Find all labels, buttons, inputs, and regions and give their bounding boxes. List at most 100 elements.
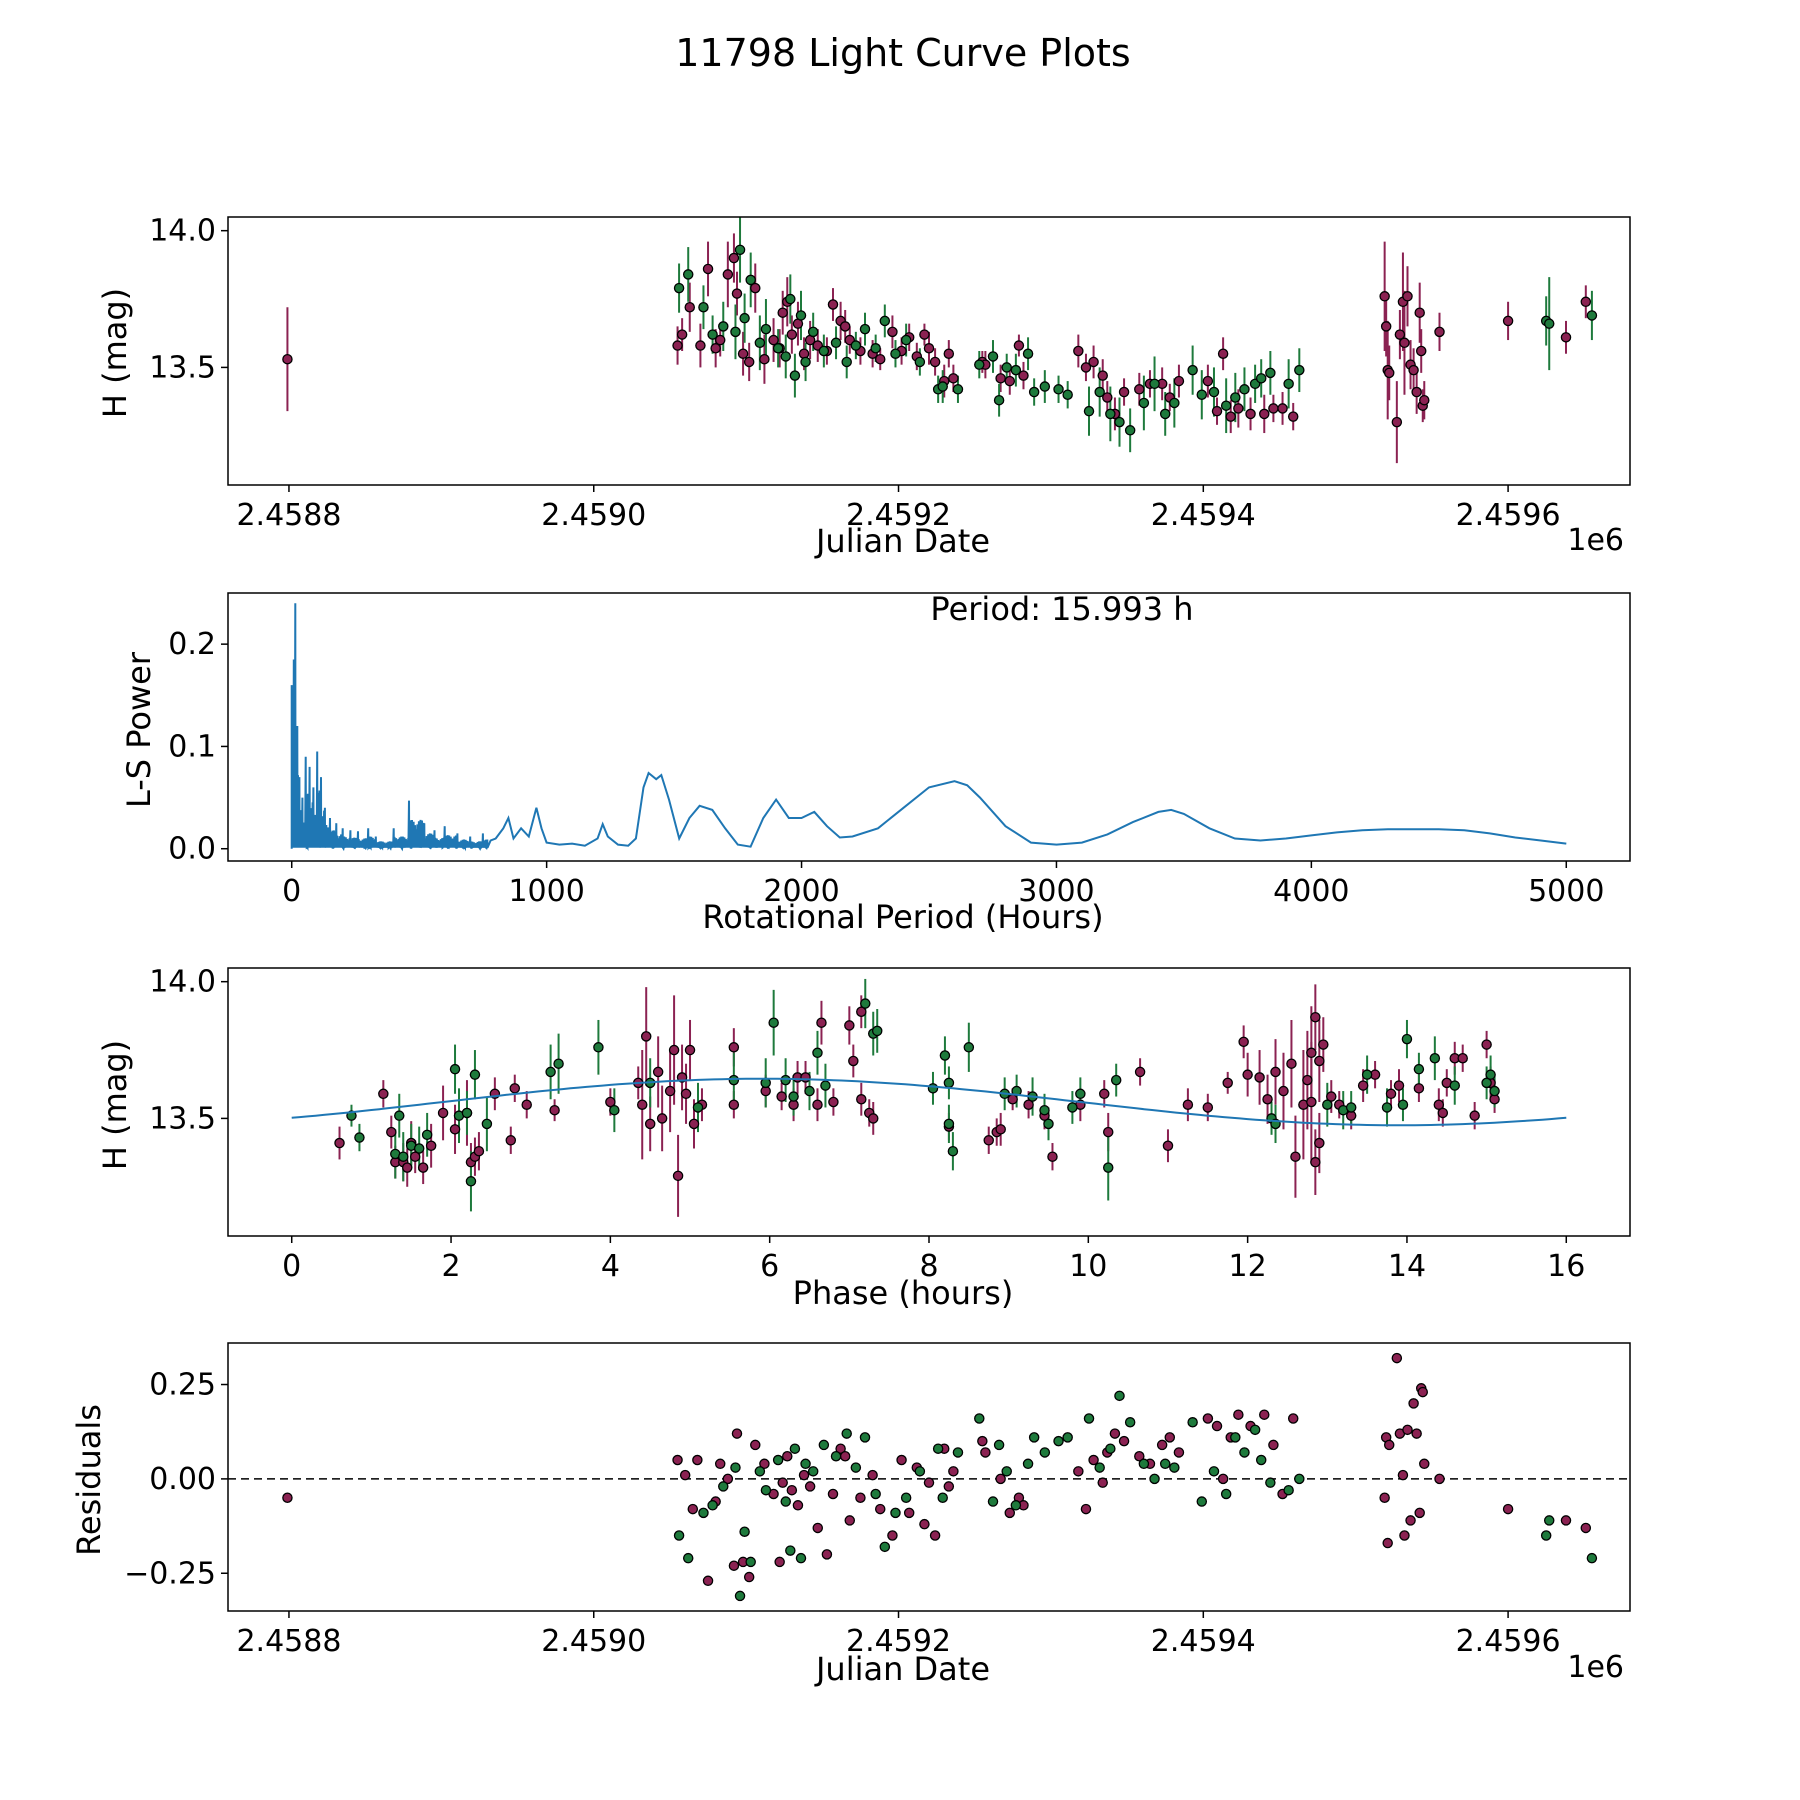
phased-point-magenta xyxy=(656,1113,668,1124)
residuals-point-magenta xyxy=(980,1447,991,1458)
phased-point-green xyxy=(939,1050,951,1061)
phased-point-magenta xyxy=(640,1031,652,1042)
residuals-point-magenta xyxy=(786,1484,798,1496)
residuals-point-magenta xyxy=(792,1500,804,1511)
residuals-point-green xyxy=(789,1443,801,1454)
residuals-point-green xyxy=(1239,1447,1250,1458)
residuals-xtick-label: 2.4592 xyxy=(846,1624,951,1659)
residuals-point-green xyxy=(818,1439,830,1451)
lightcurve-point-magenta xyxy=(1018,370,1029,381)
residuals-point-magenta xyxy=(1156,1439,1168,1451)
residuals-point-magenta xyxy=(1382,1537,1393,1549)
lightcurve-point-green xyxy=(830,337,842,349)
residuals-point-green xyxy=(1294,1473,1305,1485)
residuals-point-green xyxy=(785,1545,796,1556)
lightcurve-point-magenta xyxy=(1245,408,1256,420)
lightcurve-point-green xyxy=(673,282,685,294)
lightcurve-point-green xyxy=(818,345,830,357)
lightcurve-point-magenta xyxy=(1173,375,1185,387)
residuals-point-magenta xyxy=(804,1481,816,1492)
phased-xtick-label: 8 xyxy=(919,1249,938,1284)
residuals-point-magenta xyxy=(1399,1530,1410,1541)
residuals-point-magenta xyxy=(1417,1386,1428,1398)
phased-point-green xyxy=(1397,1099,1409,1110)
phased-point-green xyxy=(1413,1063,1425,1075)
residuals-point-green xyxy=(780,1496,792,1507)
phased-point-magenta xyxy=(728,1099,740,1110)
phased-point-green xyxy=(609,1104,620,1116)
residuals-point-green xyxy=(879,1541,891,1553)
phased-point-green xyxy=(1345,1102,1357,1113)
periodogram-xtick-label: 3000 xyxy=(1018,874,1094,909)
lightcurve-point-magenta xyxy=(929,356,941,368)
residuals-point-magenta xyxy=(782,1450,793,1462)
lightcurve-point-magenta xyxy=(759,353,770,365)
phased-point-magenta xyxy=(386,1126,397,1138)
phased-point-magenta xyxy=(1437,1107,1449,1119)
residuals-point-magenta xyxy=(743,1571,755,1583)
residuals-frame xyxy=(227,1342,1631,1612)
residuals-point-green xyxy=(1053,1435,1064,1447)
residuals-xlabel: Julian Date xyxy=(814,1650,990,1688)
lightcurve-point-magenta xyxy=(1419,394,1430,406)
phased-point-magenta xyxy=(1182,1099,1194,1110)
phased-point-green xyxy=(465,1176,477,1187)
phased-point-magenta xyxy=(1202,1102,1214,1113)
phased-point-magenta xyxy=(1306,1096,1317,1108)
phased-point-green xyxy=(397,1151,409,1162)
residuals-ytick-label: 0.25 xyxy=(149,1368,216,1403)
residuals-point-green xyxy=(1138,1458,1150,1470)
phased-point-green xyxy=(1429,1052,1441,1064)
residuals-point-green xyxy=(1543,1515,1555,1526)
residuals-point-magenta xyxy=(1217,1473,1229,1485)
phased-point-green xyxy=(768,1017,779,1028)
phased-point-green xyxy=(1039,1104,1050,1116)
phased-point-green xyxy=(871,1025,883,1037)
lightcurve-point-magenta xyxy=(731,288,743,299)
lightcurve-point-magenta xyxy=(1268,403,1279,414)
phased-point-green xyxy=(1401,1033,1413,1045)
phased-point-green xyxy=(1485,1069,1496,1080)
lightcurve-point-green xyxy=(952,384,964,395)
lightcurve-point-magenta xyxy=(1379,291,1390,302)
residuals-point-magenta xyxy=(948,1466,959,1477)
lightcurve-point-green xyxy=(1208,386,1220,398)
lightcurve-point-green xyxy=(1294,364,1305,376)
phased-point-green xyxy=(1043,1118,1054,1130)
phased-point-magenta xyxy=(1314,1137,1325,1149)
lightcurve-point-green xyxy=(789,370,801,381)
phased-point-green xyxy=(788,1091,799,1102)
phased-point-green xyxy=(553,1058,564,1069)
residuals-point-magenta xyxy=(1383,1439,1395,1451)
residuals-point-green xyxy=(739,1526,750,1537)
lightcurve-point-magenta xyxy=(1073,345,1084,357)
lightcurve-point-green xyxy=(879,315,891,327)
phased-point-magenta xyxy=(1162,1140,1174,1152)
phased-point-magenta xyxy=(995,1124,1006,1135)
phased-point-magenta xyxy=(1099,1088,1110,1100)
residuals-point-magenta xyxy=(923,1477,935,1488)
lightcurve-point-green xyxy=(1053,384,1064,395)
residuals-point-green xyxy=(1114,1390,1125,1402)
lightcurve-point-green xyxy=(1083,405,1095,417)
phased-point-magenta xyxy=(1310,1156,1321,1168)
residuals-point-magenta xyxy=(1202,1413,1214,1424)
residuals-point-magenta xyxy=(1408,1398,1419,1409)
lightcurve-point-magenta xyxy=(1394,329,1406,340)
residuals-point-magenta xyxy=(929,1530,941,1541)
lightcurve-point-magenta xyxy=(722,269,734,280)
phased-xtick-label: 16 xyxy=(1547,1249,1585,1284)
residuals-point-green xyxy=(1039,1447,1051,1458)
residuals-point-magenta xyxy=(1414,1507,1425,1519)
lightcurve-point-green xyxy=(1159,408,1171,420)
lightcurve-xtick-label: 2.4592 xyxy=(846,498,951,533)
residuals-point-green xyxy=(1540,1530,1552,1541)
lightcurve-point-magenta xyxy=(676,329,688,340)
residuals-point-magenta xyxy=(1073,1466,1084,1477)
phased-point-magenta xyxy=(1242,1069,1253,1080)
phased-point-magenta xyxy=(425,1140,437,1152)
lightcurve-point-green xyxy=(1265,367,1276,379)
phased-point-magenta xyxy=(1222,1077,1233,1089)
phased-xtick-label: 12 xyxy=(1229,1249,1267,1284)
phased-point-magenta xyxy=(1433,1099,1445,1110)
